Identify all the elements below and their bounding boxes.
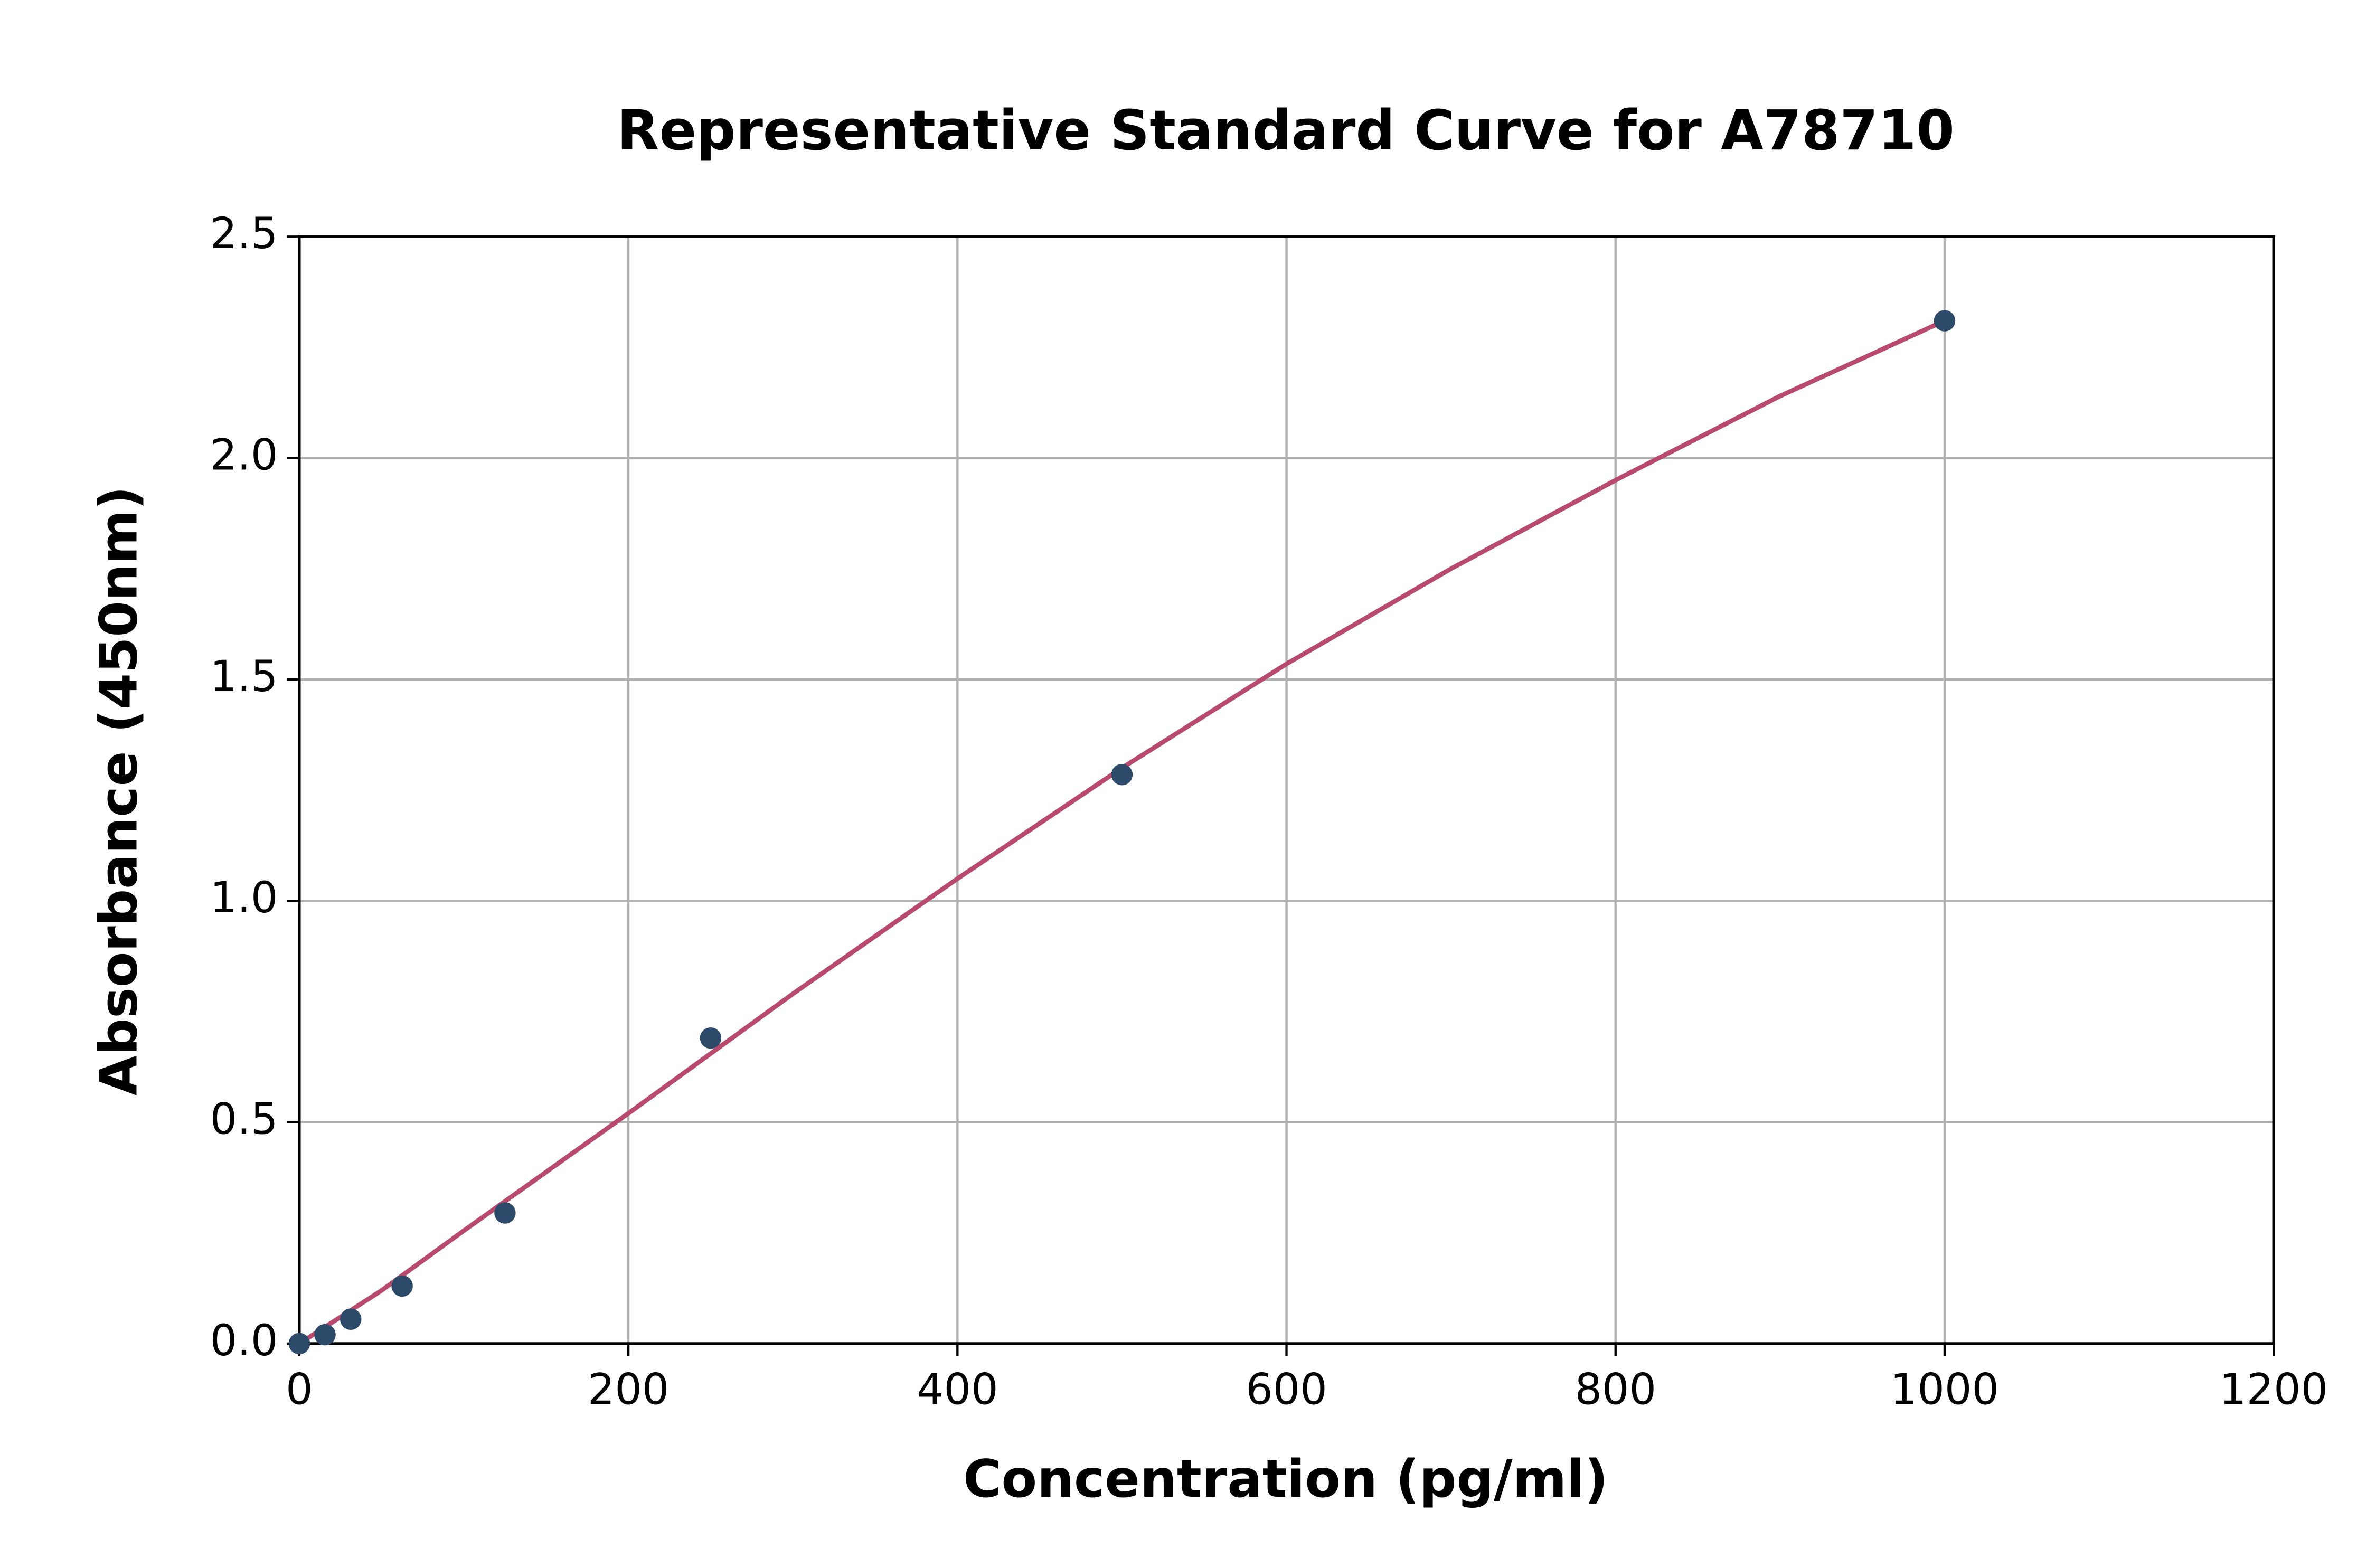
y-tick-label: 1.5 (210, 652, 278, 702)
x-tick-label: 600 (1246, 1365, 1327, 1414)
data-point (700, 1027, 722, 1049)
y-axis-label: Absorbance (450nm) (89, 486, 149, 1095)
plot-frame (298, 235, 2275, 1345)
chart-title: Representative Standard Curve for A78710 (617, 98, 1955, 163)
data-point (340, 1308, 362, 1330)
y-tick-label: 1.0 (210, 873, 278, 923)
x-axis-label: Concentration (pg/ml) (963, 1449, 1608, 1509)
x-tick-label: 0 (286, 1365, 313, 1414)
data-point (288, 1333, 310, 1355)
y-tick-label: 2.5 (210, 209, 278, 259)
x-tick-label: 200 (588, 1365, 670, 1414)
fit-curve (298, 318, 1946, 1346)
data-point (494, 1202, 516, 1224)
x-tick-label: 800 (1574, 1365, 1656, 1414)
data-point (314, 1324, 336, 1346)
y-tick-label: 0.0 (210, 1316, 278, 1366)
x-tick-label: 1200 (2219, 1365, 2328, 1414)
data-point (391, 1275, 413, 1297)
data-point (1111, 763, 1133, 786)
data-point (1934, 310, 1956, 332)
x-tick-label: 400 (917, 1365, 998, 1414)
y-tick-label: 0.5 (210, 1095, 278, 1145)
y-tick-label: 2.0 (210, 431, 278, 480)
x-tick-label: 1000 (1890, 1365, 1999, 1414)
